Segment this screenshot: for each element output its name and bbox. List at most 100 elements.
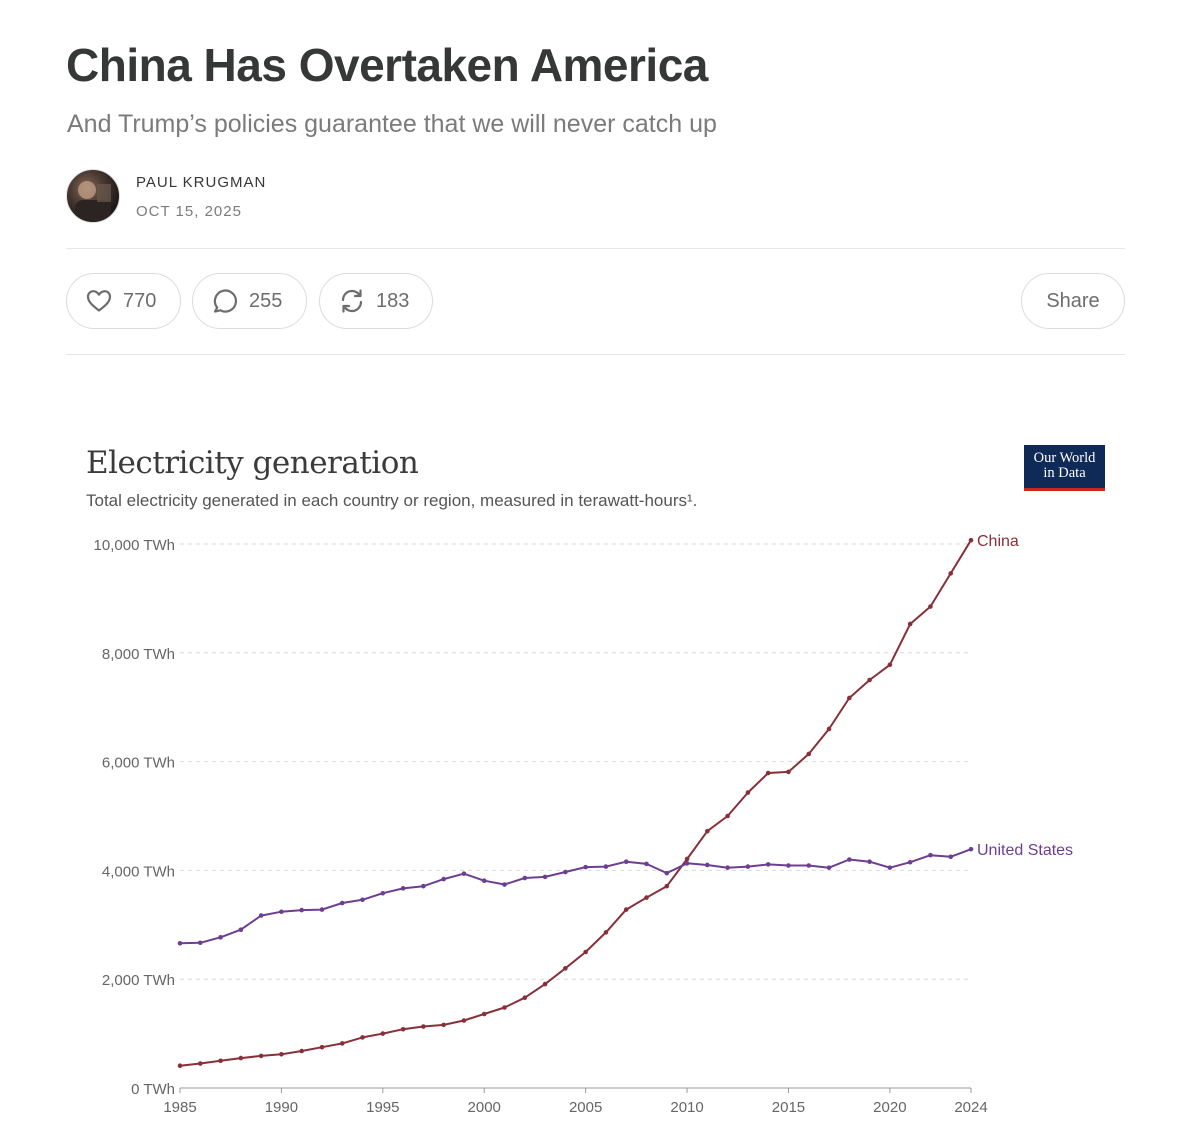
data-point-united-states — [968, 846, 974, 852]
data-point-united-states — [745, 864, 751, 869]
data-point-united-states — [684, 861, 690, 866]
data-point-united-states — [948, 854, 954, 860]
data-point-united-states — [806, 863, 812, 868]
restack-button[interactable]: 183 — [319, 273, 433, 329]
like-count: 770 — [123, 289, 157, 312]
chart-gridlines — [180, 543, 971, 980]
data-point-china — [563, 966, 568, 971]
data-point-china — [421, 1024, 426, 1029]
y-tick-label: 2,000 TWh — [102, 972, 175, 989]
avatar-photo — [75, 181, 111, 222]
data-point-united-states — [360, 897, 365, 903]
data-point-united-states — [218, 935, 223, 940]
y-tick-label: 6,000 TWh — [102, 755, 175, 772]
data-point-united-states — [705, 862, 710, 868]
data-point-united-states — [258, 913, 264, 918]
data-point-china — [299, 1048, 304, 1054]
series-united-states: United States — [177, 842, 1073, 946]
data-point-united-states — [563, 869, 568, 875]
data-point-china — [441, 1022, 446, 1028]
x-tick-label: 1990 — [265, 1099, 298, 1116]
owid-logo[interactable]: Our World in Data — [1024, 445, 1105, 491]
data-point-united-states — [522, 875, 528, 881]
data-point-united-states — [583, 864, 588, 870]
data-point-united-states — [623, 859, 629, 864]
data-point-china — [197, 1061, 203, 1066]
data-point-united-states — [380, 890, 386, 896]
like-button[interactable]: 770 — [66, 273, 181, 329]
data-point-united-states — [542, 874, 548, 880]
data-point-china — [583, 949, 588, 955]
chart-subtitle: Total electricity generated in each coun… — [86, 491, 698, 510]
author-avatar[interactable] — [66, 169, 120, 223]
data-point-united-states — [197, 940, 203, 946]
share-button[interactable]: Share — [1021, 273, 1125, 329]
data-point-china — [928, 604, 933, 609]
data-point-china — [258, 1053, 264, 1059]
data-point-united-states — [725, 865, 730, 870]
data-point-china — [948, 571, 954, 576]
x-tick-label: 2015 — [772, 1099, 805, 1116]
data-point-china — [461, 1018, 467, 1023]
comment-button[interactable]: 255 — [192, 273, 307, 329]
data-point-china — [522, 995, 528, 1000]
data-point-china — [644, 895, 649, 900]
x-tick-label: 2005 — [569, 1099, 602, 1116]
data-point-china — [400, 1026, 406, 1032]
data-point-united-states — [603, 864, 609, 869]
share-label: Share — [1046, 289, 1100, 312]
series-line-united-states — [179, 848, 972, 945]
data-point-china — [238, 1055, 244, 1061]
data-point-united-states — [177, 940, 183, 946]
data-point-united-states — [644, 861, 649, 867]
y-tick-label: 10,000 TWh — [94, 537, 175, 554]
owid-logo-line2: in Data — [1043, 465, 1086, 481]
data-point-china — [684, 856, 690, 862]
data-point-china — [623, 907, 629, 912]
data-point-united-states — [867, 859, 872, 864]
data-point-united-states — [847, 857, 852, 862]
restack-arrows-icon — [339, 288, 365, 314]
data-point-united-states — [238, 927, 244, 932]
y-tick-label: 8,000 TWh — [102, 646, 175, 663]
series-china: China — [177, 533, 1019, 1068]
data-point-united-states — [441, 876, 446, 882]
legend-label-united-states: United States — [977, 842, 1073, 859]
data-point-china — [542, 981, 548, 987]
data-point-united-states — [279, 909, 284, 915]
data-point-united-states — [319, 907, 325, 912]
restack-count: 183 — [376, 289, 410, 312]
data-point-china — [867, 677, 872, 683]
data-point-united-states — [786, 863, 791, 868]
data-point-china — [177, 1063, 183, 1068]
y-tick-label: 0 TWh — [131, 1081, 175, 1098]
data-point-united-states — [664, 870, 670, 876]
data-point-china — [380, 1031, 386, 1036]
chart-title: Electricity generation — [86, 445, 419, 481]
y-tick-label: 4,000 TWh — [102, 863, 175, 880]
data-point-china — [725, 813, 730, 819]
data-point-china — [664, 883, 670, 889]
data-point-united-states — [765, 862, 771, 867]
data-point-china — [218, 1058, 223, 1064]
data-point-united-states — [461, 871, 467, 876]
data-point-china — [765, 770, 771, 776]
data-point-china — [339, 1041, 345, 1046]
x-tick-label: 2024 — [954, 1099, 987, 1116]
chart-series: China United States — [177, 533, 1073, 1068]
x-tick-label: 2020 — [873, 1099, 906, 1116]
x-axis — [179, 1087, 972, 1093]
data-point-china — [502, 1005, 507, 1010]
data-point-united-states — [339, 900, 345, 906]
data-point-china — [847, 695, 852, 701]
publish-date: OCT 15, 2025 — [136, 203, 242, 220]
data-point-china — [481, 1011, 487, 1017]
divider-bottom — [66, 354, 1125, 355]
data-point-china — [745, 790, 751, 795]
data-point-china — [887, 662, 893, 668]
author-name[interactable]: PAUL KRUGMAN — [136, 174, 267, 191]
owid-logo-line1: Our World — [1033, 450, 1096, 466]
comment-count: 255 — [249, 289, 283, 312]
x-tick-label: 2000 — [468, 1099, 501, 1116]
